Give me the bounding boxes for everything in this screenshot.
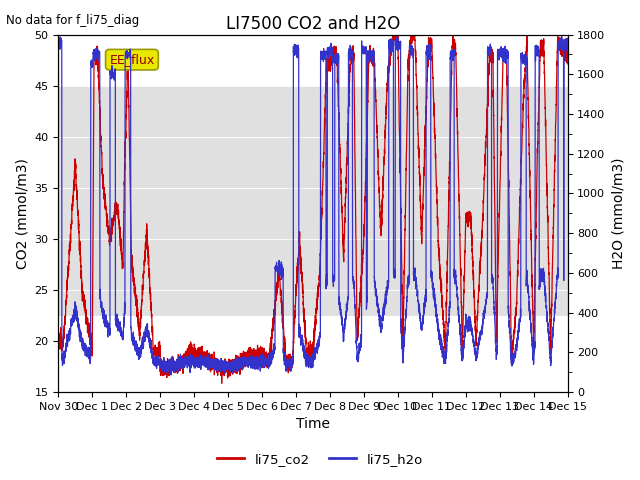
Y-axis label: H2O (mmol/m3): H2O (mmol/m3) <box>611 157 625 269</box>
Text: EE_flux: EE_flux <box>109 53 155 66</box>
X-axis label: Time: Time <box>296 418 330 432</box>
Y-axis label: CO2 (mmol/m3): CO2 (mmol/m3) <box>15 158 29 269</box>
Bar <box>58 85 568 315</box>
Legend: li75_co2, li75_h2o: li75_co2, li75_h2o <box>212 447 428 471</box>
Title: LI7500 CO2 and H2O: LI7500 CO2 and H2O <box>226 15 400 33</box>
Text: No data for f_li75_diag: No data for f_li75_diag <box>6 14 140 27</box>
